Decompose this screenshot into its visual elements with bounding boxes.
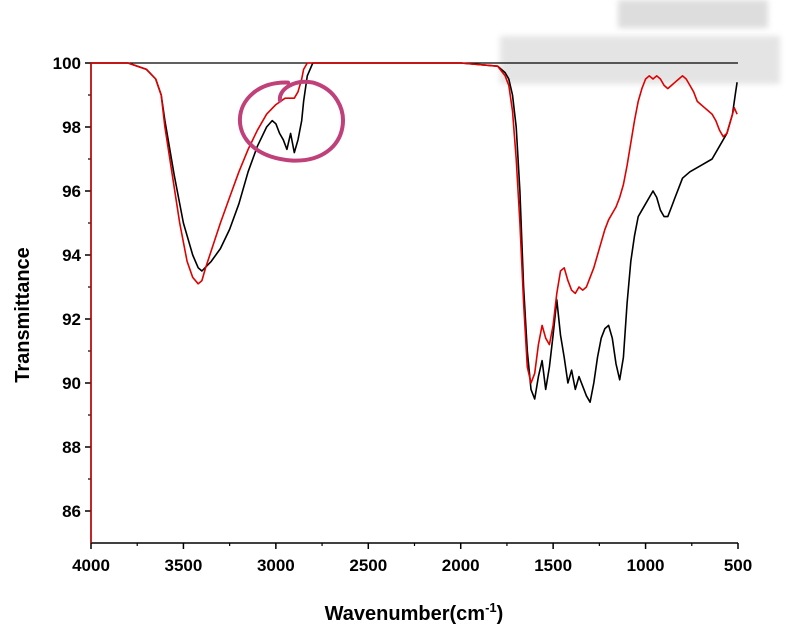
y-tick-label: 94	[62, 246, 81, 265]
x-tick-label: 1000	[627, 556, 665, 575]
annotation-ellipse	[238, 79, 345, 163]
y-axis-ticks: 86 88 90 92 94 96 98 100	[53, 54, 91, 521]
series-line-1	[91, 62, 738, 404]
redaction-blur-top	[618, 0, 768, 28]
x-axis-title: Wavenumber(cm-1)	[325, 600, 504, 625]
x-tick-label: 2500	[349, 556, 387, 575]
plot-frame	[90, 62, 738, 544]
y-tick-label: 86	[62, 502, 81, 521]
x-tick-label: 500	[724, 556, 752, 575]
y-tick-label: 98	[62, 118, 81, 137]
x-axis-title-main: Wavenumber(cm	[325, 603, 485, 625]
x-tick-label: 4000	[72, 556, 110, 575]
y-tick-label: 96	[62, 182, 81, 201]
x-tick-label: 1500	[534, 556, 572, 575]
y-axis-title: Transmittance	[12, 247, 34, 383]
redaction-blur-mid	[500, 36, 780, 84]
y-tick-label: 100	[53, 54, 81, 73]
x-axis-ticks: 4000 3500 3000 2500 2000 1500 1000 500	[72, 543, 752, 575]
annotation-layer	[238, 79, 345, 163]
series-line-2	[91, 62, 738, 384]
y-tick-label: 92	[62, 310, 81, 329]
x-tick-label: 3500	[165, 556, 203, 575]
series-layer	[90, 62, 738, 543]
x-tick-label: 3000	[257, 556, 295, 575]
x-axis-title-close: )	[497, 603, 504, 625]
x-tick-label: 2000	[442, 556, 480, 575]
y-tick-label: 88	[62, 438, 81, 457]
y-tick-label: 90	[62, 374, 81, 393]
x-axis-title-superscript: -1	[485, 600, 497, 615]
